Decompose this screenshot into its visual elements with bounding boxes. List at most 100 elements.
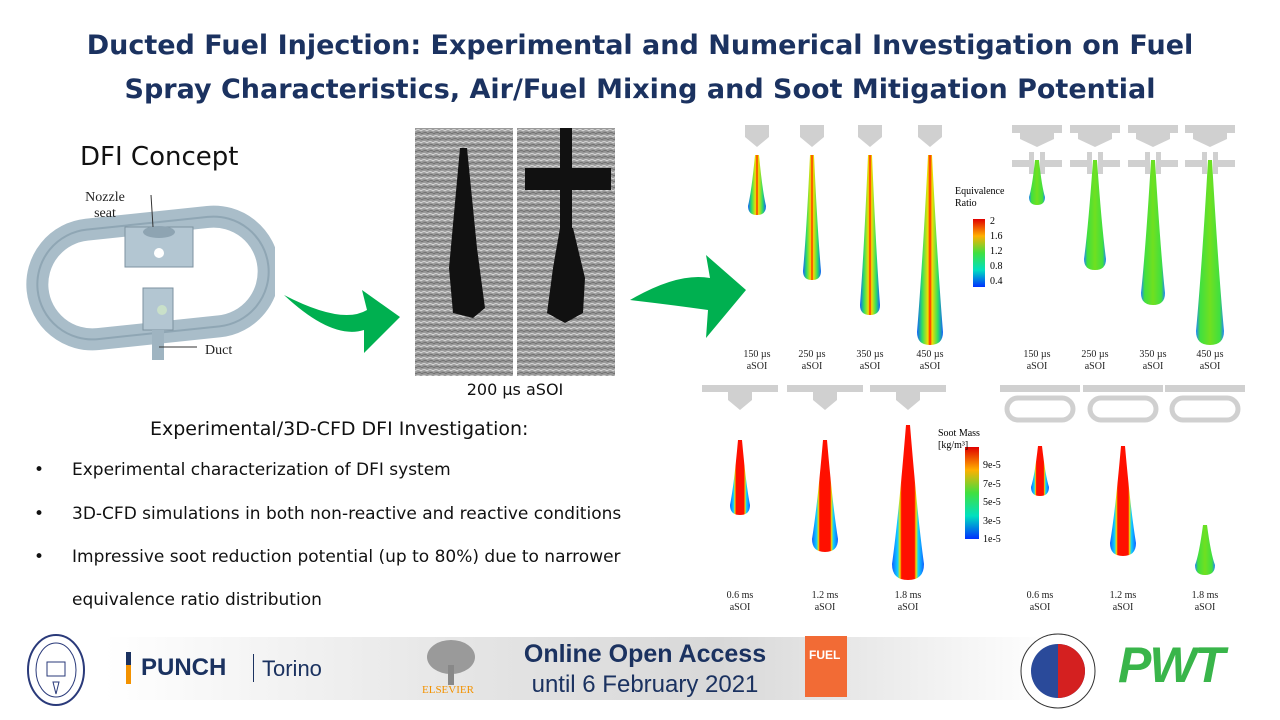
- nozzle-label-line1: Nozzle: [85, 190, 125, 205]
- tick-label: 2: [990, 216, 995, 227]
- polito-seal-logo: [27, 634, 85, 706]
- spray-contour: [812, 440, 838, 552]
- time-suffix: aSOI: [1142, 361, 1164, 372]
- time-value: 0.6 ms: [726, 590, 754, 601]
- time-suffix: aSOI: [1026, 361, 1048, 372]
- time-label: 150 µs aSOI: [735, 349, 779, 373]
- footer-band: [105, 637, 1050, 700]
- duct-shape: [1128, 125, 1178, 174]
- green-arrow-icon: [630, 255, 746, 338]
- spray-contour: [1084, 160, 1106, 270]
- slide-title: Ducted Fuel Injection: Experimental and …: [0, 24, 1280, 112]
- duct-ring-shape: [1087, 395, 1159, 423]
- schlieren-images: [415, 128, 615, 376]
- legend-title-line: Equivalence: [955, 186, 1005, 197]
- spray-contour: [1110, 446, 1136, 556]
- legend-title-line: Soot Mass: [938, 428, 980, 439]
- nozzle-label-line2: seat: [94, 206, 116, 221]
- duct-ring-shape: [1004, 395, 1076, 423]
- nozzle-shape: [896, 388, 920, 410]
- legend-title-line: Ratio: [955, 198, 977, 209]
- nozzle-shape: [918, 125, 942, 147]
- open-access-title: Online Open Access: [523, 640, 767, 668]
- spray-contour: [1196, 160, 1224, 345]
- time-label: 1.2 ms aSOI: [803, 590, 847, 614]
- elsevier-tree-logo: [427, 640, 475, 685]
- time-value: 350 µs: [856, 349, 884, 360]
- time-value: 150 µs: [743, 349, 771, 360]
- bullet-text: Experimental characterization of DFI sys…: [72, 460, 451, 480]
- duct-ring-shape: [1169, 395, 1241, 423]
- elsevier-label: ELSEVIER: [422, 684, 474, 696]
- spray-contour: [1141, 160, 1165, 305]
- wall-shape: [1000, 385, 1080, 392]
- time-value: 150 µs: [1023, 349, 1051, 360]
- time-suffix: aSOI: [919, 361, 941, 372]
- time-suffix: aSOI: [1029, 602, 1051, 613]
- time-label: 450 µs aSOI: [1188, 349, 1232, 373]
- tick-label: 3e-5: [983, 515, 1001, 527]
- tick-label: 7e-5: [983, 478, 1001, 490]
- bullet-text: Impressive soot reduction potential (up …: [72, 547, 621, 567]
- time-value: 350 µs: [1139, 349, 1167, 360]
- schlieren-caption: 200 µs aSOI: [466, 380, 564, 399]
- fuel-cover-title: FUEL: [809, 648, 841, 662]
- concept-heading: DFI Concept: [80, 142, 239, 172]
- time-suffix: aSOI: [1112, 602, 1134, 613]
- nozzle-shape: [813, 388, 837, 410]
- duct-label: Duct: [205, 343, 233, 358]
- soot-ticks: 9e-5 7e-5 5e-5 3e-5 1e-5: [983, 457, 1001, 550]
- time-value: 250 µs: [1081, 349, 1109, 360]
- time-suffix: aSOI: [897, 602, 919, 613]
- time-suffix: aSOI: [746, 361, 768, 372]
- time-value: 1.8 ms: [1191, 590, 1219, 601]
- tick-label: 1.6: [990, 231, 1003, 242]
- open-access-date: until 6 February 2021: [531, 671, 759, 698]
- time-label: 0.6 ms aSOI: [1018, 590, 1062, 614]
- tick-label: 1.2: [990, 246, 1003, 257]
- time-suffix: aSOI: [1199, 361, 1221, 372]
- dfi-device-illustration: [26, 194, 275, 360]
- spray-contour: [1029, 160, 1045, 205]
- spray-contour: [892, 425, 924, 580]
- equivalence-ticks: 2 1.6 1.2 0.8 0.4: [990, 214, 1003, 289]
- pwt-logo: PWT: [1118, 637, 1225, 693]
- title-line-2: Spray Characteristics, Air/Fuel Mixing a…: [124, 74, 1156, 105]
- bullet-text-continued: equivalence ratio distribution: [72, 590, 322, 610]
- investigation-heading: Experimental/3D-CFD DFI Investigation:: [150, 418, 529, 440]
- nozzle-shape: [800, 125, 824, 147]
- time-suffix: aSOI: [859, 361, 881, 372]
- spray-contour: [917, 155, 943, 345]
- time-label: 1.8 ms aSOI: [1183, 590, 1227, 614]
- cfd-spray-figures: [702, 125, 1245, 580]
- fuel-journal-cover: FUEL: [805, 636, 847, 697]
- tick-label: 9e-5: [983, 460, 1001, 471]
- soot-colorbar: [965, 447, 979, 539]
- time-label: 1.8 ms aSOI: [886, 590, 930, 614]
- time-label: 350 µs aSOI: [1131, 349, 1175, 373]
- time-value: 1.8 ms: [894, 590, 922, 601]
- time-value: 450 µs: [916, 349, 944, 360]
- bullet-item: • Impressive soot reduction potential (up…: [34, 547, 621, 567]
- time-label: 350 µs aSOI: [848, 349, 892, 373]
- time-label: 0.6 ms aSOI: [718, 590, 762, 614]
- nozzle-shape: [858, 125, 882, 147]
- time-label: 250 µs aSOI: [790, 349, 834, 373]
- equivalence-legend-title: Equivalence Ratio: [955, 186, 1004, 210]
- time-value: 250 µs: [798, 349, 826, 360]
- duct-shape: [1185, 125, 1235, 174]
- bullet-item: • 3D-CFD simulations in both non-reactive…: [34, 504, 622, 524]
- perugia-seal-logo: [1020, 633, 1096, 709]
- duct-shape: [1070, 125, 1120, 174]
- spray-contour: [748, 155, 766, 215]
- punch-logo-bar: [126, 652, 131, 684]
- spray-contour: [1031, 446, 1049, 496]
- title-line-1: Ducted Fuel Injection: Experimental and …: [86, 30, 1194, 61]
- spray-contour: [860, 155, 880, 315]
- time-label: 150 µs aSOI: [1015, 349, 1059, 373]
- legend-title-line: [kg/m³]: [938, 440, 969, 451]
- time-value: 1.2 ms: [1109, 590, 1137, 601]
- spray-contour: [730, 440, 750, 515]
- time-value: 0.6 ms: [1026, 590, 1054, 601]
- tick-label: 1e-5: [983, 534, 1001, 545]
